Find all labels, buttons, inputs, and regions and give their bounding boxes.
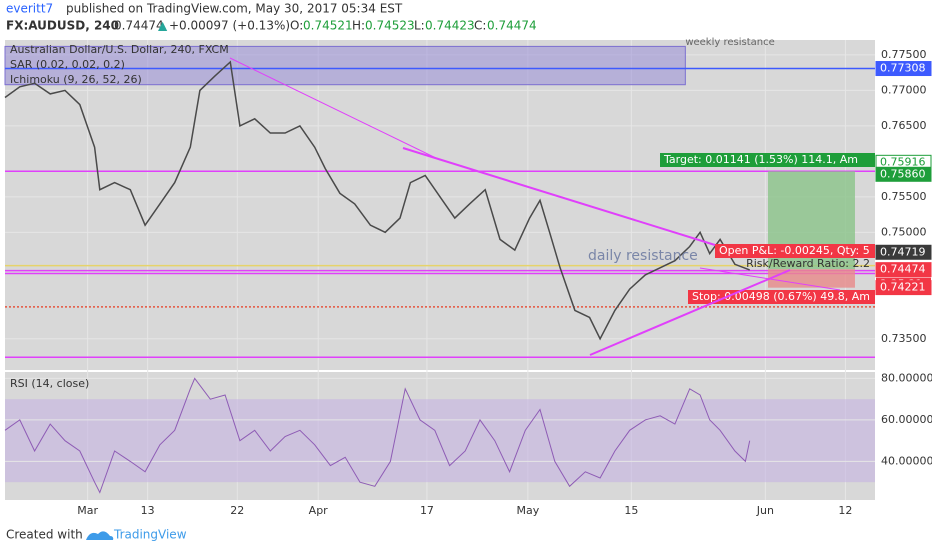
price-label: 0.75916 [880,155,926,168]
y-tick-label: 0.75500 [881,190,927,203]
ohlc-value: 0.74423 [425,19,475,33]
ohlc-value: 0.74523 [365,19,415,33]
x-tick-label: Jun [756,504,774,517]
price-label-bg [875,280,932,296]
trend-line [402,147,716,246]
trend-line [229,57,441,161]
resistance-zone [4,45,686,86]
legend-entry: Ichimoku (9, 26, 52, 26) [10,73,142,86]
ohlc-value: 0.74521 [303,19,353,33]
position-label: Open P&L: -0.00245, Qty: 5 [719,244,870,257]
x-tick-label: May [516,504,539,517]
x-tick-label: 12 [838,504,852,517]
y-tick-label: 0.73500 [881,332,927,345]
daily-resistance-label: daily resistance [588,248,698,264]
price-label: 0.74221 [880,281,926,294]
ohlc-value: 0.74474 [487,19,537,33]
price-label: 0.74719 [880,245,926,258]
price-label: 0.75860 [880,167,926,180]
ohlc-key: O: [290,19,303,33]
y-tick-label: 60.00000 [881,413,932,426]
zone-label: weekly resistance [685,37,774,48]
price-label-bg [875,166,932,182]
y-tick-label: 0.77500 [881,48,927,61]
x-tick-label: 15 [624,504,638,517]
stop-box [767,269,855,288]
rsi-line [4,377,751,494]
x-tick-label: 22 [230,504,244,517]
logo [86,531,114,540]
price-label: 0.74474 [880,263,926,276]
rsi-band [5,399,875,483]
position-label: Risk/Reward Ratio: 2.2 [746,257,870,270]
x-tick-label: 13 [141,504,155,517]
ohlc-key: L: [414,19,425,33]
y-tick-label: 80.00000 [881,371,932,384]
created-with: Created with [6,528,83,542]
ohlc-key: H: [352,19,365,33]
ohlc-key: C: [474,19,486,33]
trend-line [699,267,841,291]
plots: 0.77500 0.77000 0.76500 0.75500 0.75000 0.735… [4,37,932,517]
trend-line [589,269,791,356]
last-price: 0.74474 [114,19,164,33]
author[interactable]: everitt7 [6,2,53,16]
legend-entry: SAR (0.02, 0.02, 0.2) [10,58,125,71]
y-tick-label: 0.75000 [881,225,927,238]
price-panel [5,40,875,370]
rsi-title: RSI (14, close) [10,377,89,390]
change-arrow: ▲ [158,19,168,33]
price-label-bg [875,61,932,77]
published: published on TradingView.com, May 30, 20… [66,2,403,16]
price-label: 0.77308 [880,62,926,75]
y-tick-label: 40.00000 [881,454,932,467]
price-label-bg [875,244,932,260]
position-label-bg [660,153,875,167]
position-label: Target: 0.01141 (1.53%) 114.1, Am [663,153,858,166]
legend-entry: Australian Dollar/U.S. Dollar, 240, FXCM [10,43,229,56]
price-line [4,60,750,341]
y-tick-label: 0.76500 [881,119,927,132]
x-tick-label: 17 [420,504,434,517]
change: +0.00097 (+0.13%) [169,19,290,33]
symbol: FX:AUDUSD, 240 [6,19,119,33]
price-label-bg [875,262,932,278]
x-tick-label: Apr [309,504,329,517]
y-tick-label: 0.77000 [881,83,927,96]
position-label-bg [715,244,875,258]
x-tick-label: Mar [77,504,98,517]
brand[interactable]: TradingView [113,528,187,542]
